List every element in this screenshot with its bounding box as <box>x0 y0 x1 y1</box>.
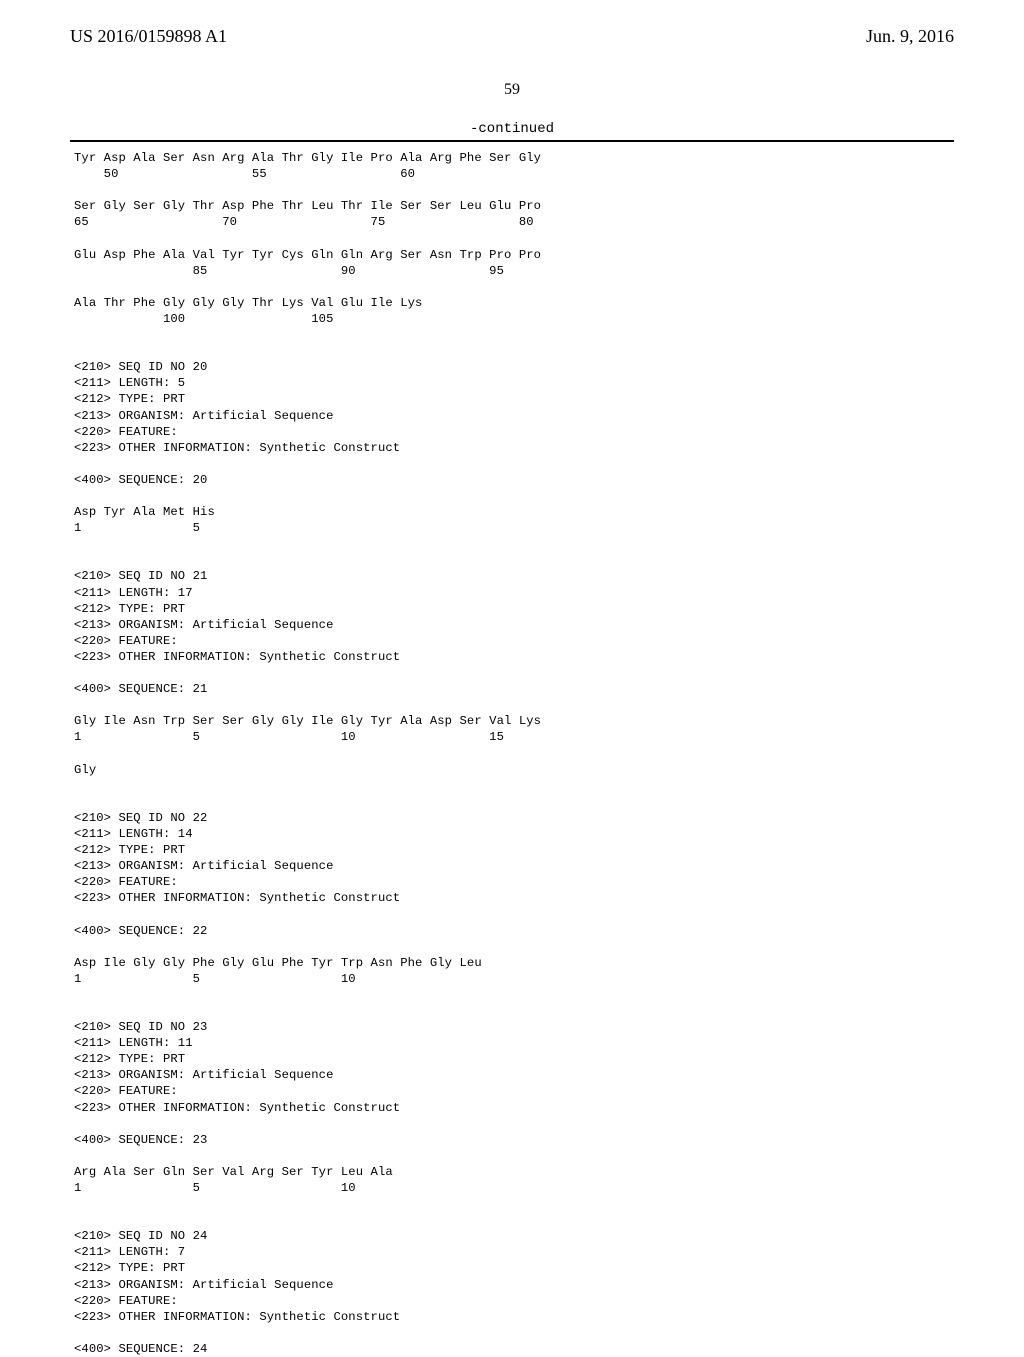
publication-date: Jun. 9, 2016 <box>866 26 954 47</box>
publication-number: US 2016/0159898 A1 <box>70 26 227 47</box>
page-number: 59 <box>0 81 1024 99</box>
page-header: US 2016/0159898 A1 Jun. 9, 2016 <box>0 0 1024 47</box>
continued-label: -continued <box>0 121 1024 137</box>
sequence-listing: Tyr Asp Ala Ser Asn Arg Ala Thr Gly Ile … <box>0 142 1024 1357</box>
